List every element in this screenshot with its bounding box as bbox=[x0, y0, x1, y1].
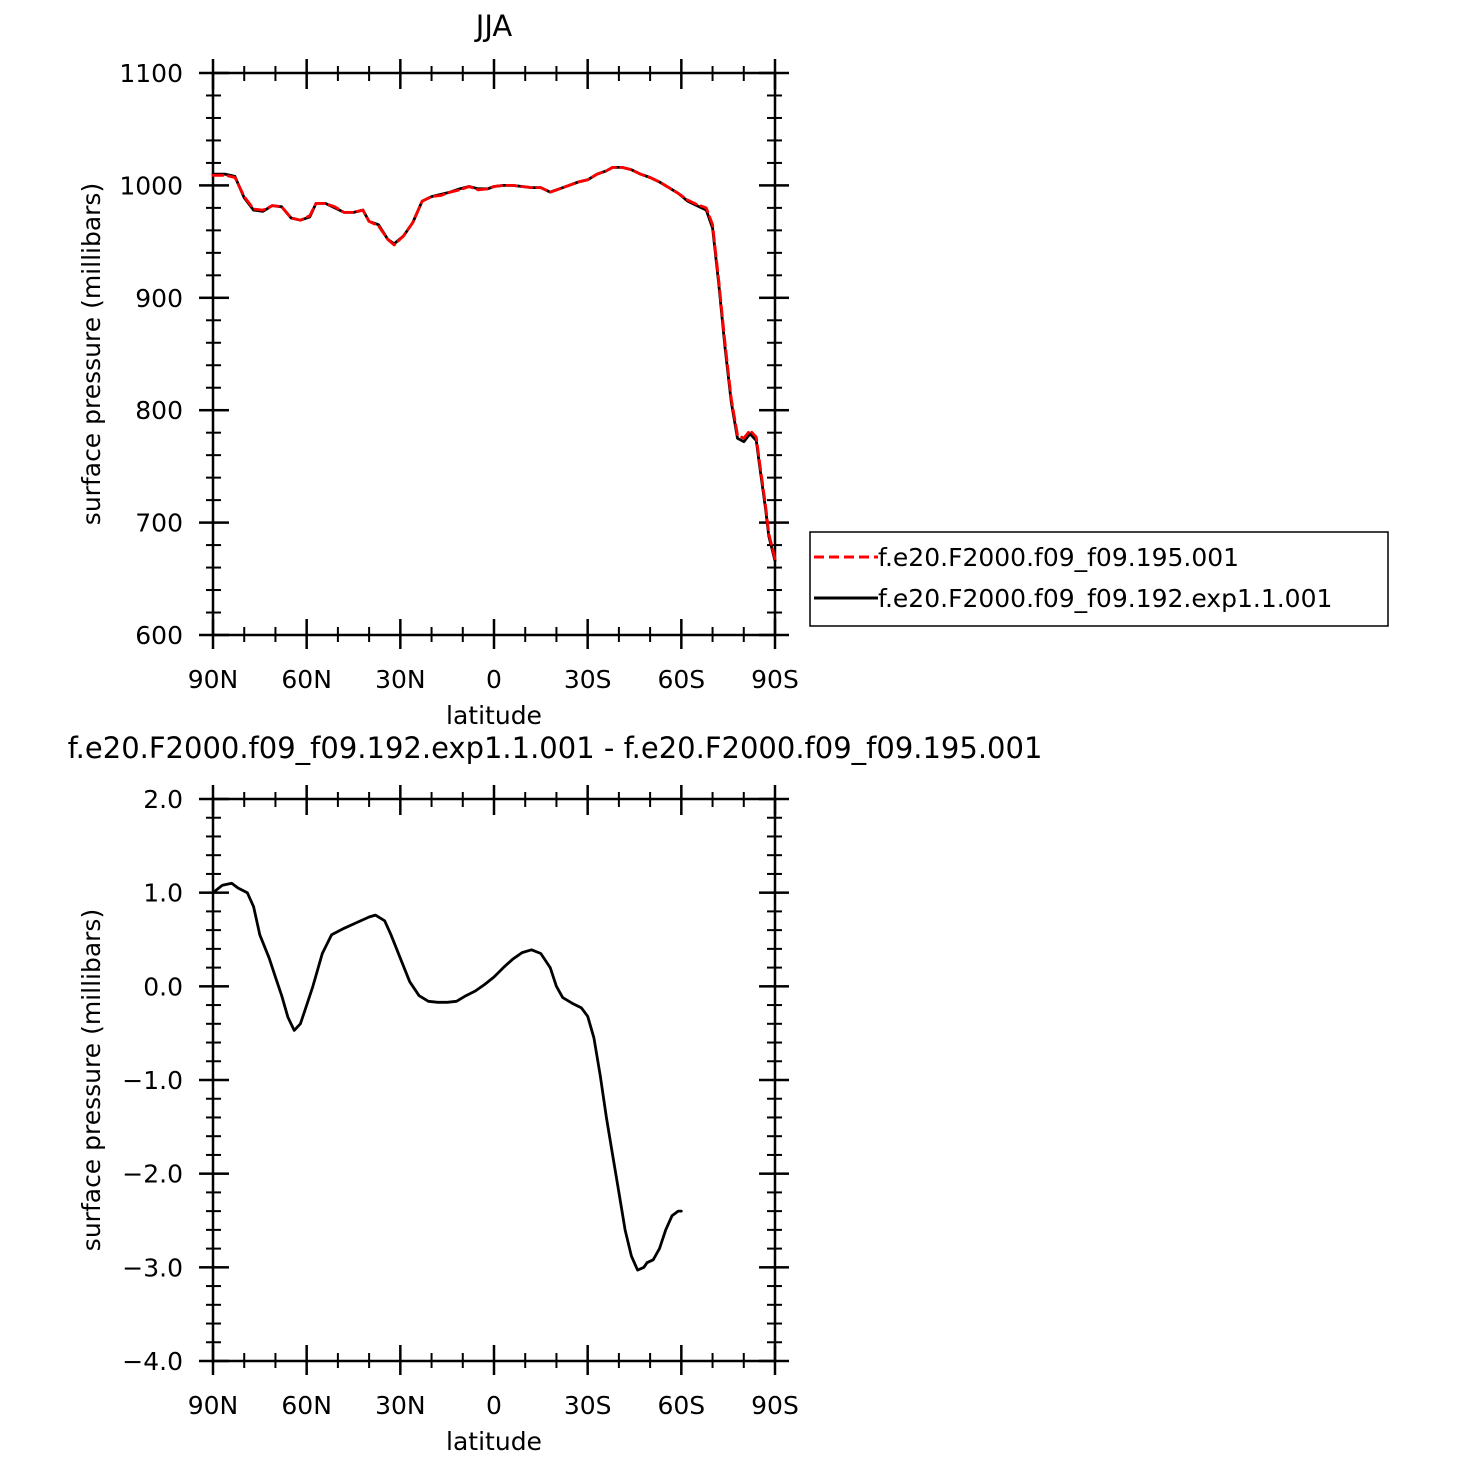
bottom-y-tick-label: 2.0 bbox=[143, 785, 183, 814]
bottom-y-tick-label: −3.0 bbox=[122, 1253, 183, 1282]
bottom-y-tick-label: −1.0 bbox=[122, 1066, 183, 1095]
bottom-y-tick-label: −2.0 bbox=[122, 1160, 183, 1189]
top-x-tick-label: 90S bbox=[751, 665, 799, 694]
top-x-tick-label: 30S bbox=[564, 665, 612, 694]
bottom-chart-title: f.e20.F2000.f09_f09.192.exp1.1.001 - f.e… bbox=[68, 731, 1043, 765]
top-plot-frame bbox=[211, 71, 777, 637]
top-x-tick-label: 90N bbox=[188, 665, 239, 694]
legend-entry-1: f.e20.F2000.f09_f09.195.001 bbox=[878, 543, 1239, 572]
legend: f.e20.F2000.f09_f09.195.001 f.e20.F2000.… bbox=[809, 531, 1389, 627]
top-series-line-2 bbox=[211, 166, 777, 563]
top-x-axis-label: latitude bbox=[446, 701, 542, 730]
legend-box bbox=[809, 531, 1389, 627]
bottom-panel: f.e20.F2000.f09_f09.192.exp1.1.001 - f.e… bbox=[68, 731, 1043, 1456]
bottom-x-tick-label: 60S bbox=[657, 1391, 705, 1420]
bottom-x-tick-label: 30N bbox=[375, 1391, 426, 1420]
top-y-tick-label: 700 bbox=[135, 509, 183, 538]
bottom-x-axis-label: latitude bbox=[446, 1427, 542, 1456]
top-x-tick-label: 30N bbox=[375, 665, 426, 694]
top-x-tick-label: 60S bbox=[657, 665, 705, 694]
top-chart-title: JJA bbox=[474, 9, 513, 43]
top-y-axis-label: surface pressure (millibars) bbox=[77, 183, 106, 525]
bottom-x-tick-label: 90S bbox=[751, 1391, 799, 1420]
legend-entry-2: f.e20.F2000.f09_f09.192.exp1.1.001 bbox=[878, 584, 1332, 613]
top-y-tick-label: 1100 bbox=[119, 59, 183, 88]
top-y-tick-label: 600 bbox=[135, 621, 183, 650]
bottom-plot-frame bbox=[211, 797, 777, 1363]
top-y-tick-label: 900 bbox=[135, 284, 183, 313]
bottom-series-line-1 bbox=[211, 881, 683, 1272]
top-y-tick-label: 800 bbox=[135, 396, 183, 425]
bottom-x-tick-label: 0 bbox=[486, 1391, 502, 1420]
bottom-x-tick-label: 90N bbox=[188, 1391, 239, 1420]
top-x-tick-label: 0 bbox=[486, 665, 502, 694]
bottom-series-lines bbox=[211, 881, 683, 1272]
bottom-y-tick-label: 1.0 bbox=[143, 879, 183, 908]
bottom-y-tick-label: −4.0 bbox=[122, 1347, 183, 1376]
top-x-tick-label: 60N bbox=[281, 665, 332, 694]
top-y-tick-label: 1000 bbox=[119, 171, 183, 200]
top-panel: JJA 90N 60N 30N 0 30S 60S 90S 600 700 800 900 1000 1… bbox=[77, 9, 1389, 730]
bottom-y-tick-label: 0.0 bbox=[143, 972, 183, 1001]
bottom-y-axis-label: surface pressure (millibars) bbox=[77, 909, 106, 1251]
top-series-line-1 bbox=[211, 166, 777, 560]
top-series-lines bbox=[211, 166, 777, 563]
bottom-x-tick-label: 30S bbox=[564, 1391, 612, 1420]
bottom-x-tick-label: 60N bbox=[281, 1391, 332, 1420]
